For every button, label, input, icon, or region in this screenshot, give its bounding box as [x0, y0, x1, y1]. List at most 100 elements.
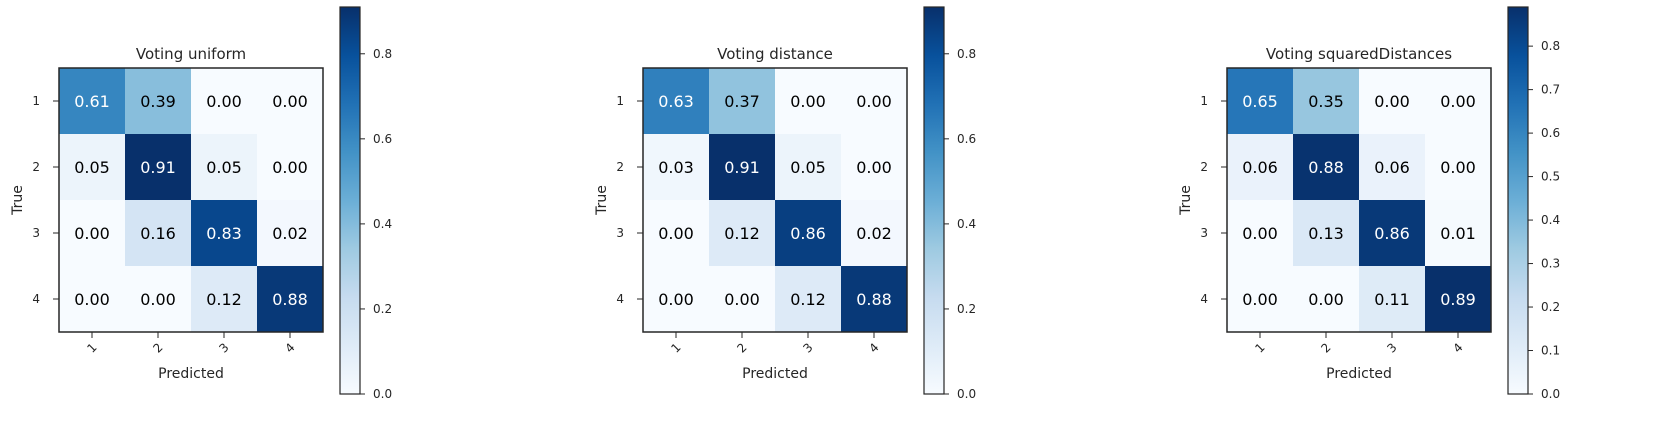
- heatmap-cell: [775, 68, 841, 134]
- cell-value-label: 0.00: [272, 92, 308, 111]
- heatmap-cell: [1227, 266, 1293, 332]
- cell-value-label: 0.02: [856, 224, 892, 243]
- heatmap-cell: [709, 68, 775, 134]
- colorbar: [1507, 6, 1529, 395]
- heatmap-cell: [1359, 266, 1425, 332]
- colorbar-tick-label: 0.1: [1541, 344, 1560, 358]
- y-axis-label: True: [1178, 185, 1194, 216]
- heatmap-cell: [775, 266, 841, 332]
- heatmap-cell: [1293, 266, 1359, 332]
- heatmap-cell: [1293, 68, 1359, 134]
- cell-value-label: 0.88: [272, 290, 308, 309]
- heatmap-cell: [59, 266, 125, 332]
- x-tick-label: 1: [84, 340, 99, 355]
- heatmap-cell: [1227, 68, 1293, 134]
- y-tick-label: 4: [616, 292, 624, 306]
- cell-value-label: 0.00: [74, 290, 110, 309]
- heatmap-cell: [1425, 200, 1491, 266]
- x-tick-label: 3: [216, 340, 231, 355]
- y-axis-label: True: [10, 185, 26, 216]
- heatmap-cell: [841, 68, 907, 134]
- cell-value-label: 0.86: [1374, 224, 1410, 243]
- cell-value-label: 0.61: [74, 92, 110, 111]
- cell-value-label: 0.05: [74, 158, 110, 177]
- heatmap-cell: [1359, 68, 1425, 134]
- colorbar-tick-label: 0.3: [1541, 257, 1560, 271]
- x-tick-label: 4: [282, 340, 297, 355]
- cell-value-label: 0.03: [658, 158, 694, 177]
- colorbar-tick-label: 0.6: [373, 132, 392, 146]
- heatmap-cell: [1425, 266, 1491, 332]
- plot-frame: [58, 67, 324, 333]
- y-tick-label: 4: [32, 292, 40, 306]
- x-tick-label: 1: [668, 340, 683, 355]
- x-tick-label: 2: [150, 340, 165, 355]
- cell-value-label: 0.05: [790, 158, 826, 177]
- y-tick-label: 2: [32, 160, 40, 174]
- colorbar-tick-label: 0.5: [1541, 170, 1560, 184]
- cell-value-label: 0.00: [1308, 290, 1344, 309]
- cell-value-label: 0.06: [1242, 158, 1278, 177]
- cell-value-label: 0.83: [206, 224, 242, 243]
- heatmap-cell: [1425, 134, 1491, 200]
- cell-value-label: 0.12: [206, 290, 242, 309]
- colorbar-tick-label: 0.4: [373, 217, 392, 231]
- colorbar-tick-label: 0.8: [1541, 39, 1560, 53]
- cell-value-label: 0.13: [1308, 224, 1344, 243]
- colorbar-tick-label: 0.4: [1541, 213, 1560, 227]
- cell-value-label: 0.88: [1308, 158, 1344, 177]
- heatmap-cell: [125, 68, 191, 134]
- heatmap-cell: [775, 134, 841, 200]
- colorbar-tick-label: 0.6: [1541, 126, 1560, 140]
- colorbar-tick-label: 0.2: [957, 302, 976, 316]
- colorbar-tick-label: 0.0: [1541, 387, 1560, 401]
- chart-title: Voting uniform: [136, 45, 246, 63]
- colorbar-tick-label: 0.8: [373, 47, 392, 61]
- x-axis-label: Predicted: [158, 366, 224, 382]
- colorbar-tick-label: 0.2: [1541, 300, 1560, 314]
- heatmap-cell: [1227, 134, 1293, 200]
- y-tick-label: 3: [1200, 226, 1208, 240]
- heatmap-cell: [1425, 68, 1491, 134]
- heatmap-cell: [191, 68, 257, 134]
- heatmap-cell: [1293, 200, 1359, 266]
- heatmap-cell: [643, 134, 709, 200]
- heatmap-cell: [643, 200, 709, 266]
- heatmap-cell: [191, 134, 257, 200]
- heatmap-cell: [643, 266, 709, 332]
- cell-value-label: 0.89: [1440, 290, 1476, 309]
- heatmap-cell: [1359, 200, 1425, 266]
- cell-value-label: 0.12: [790, 290, 826, 309]
- x-tick-label: 1: [1252, 340, 1267, 355]
- heatmap-cell: [1293, 134, 1359, 200]
- cell-value-label: 0.00: [1374, 92, 1410, 111]
- heatmap-cell: [709, 266, 775, 332]
- x-axis-label: Predicted: [742, 366, 808, 382]
- cell-value-label: 0.02: [272, 224, 308, 243]
- y-tick-label: 3: [32, 226, 40, 240]
- cell-value-label: 0.37: [724, 92, 760, 111]
- y-axis-label: True: [594, 185, 610, 216]
- cell-value-label: 0.00: [1242, 290, 1278, 309]
- colorbar-tick-label: 0.4: [957, 217, 976, 231]
- y-tick-label: 1: [616, 94, 624, 108]
- cell-value-label: 0.91: [724, 158, 760, 177]
- heatmap-cell: [257, 266, 323, 332]
- chart-title: Voting squaredDistances: [1266, 45, 1452, 63]
- cell-value-label: 0.12: [724, 224, 760, 243]
- cell-value-label: 0.06: [1374, 158, 1410, 177]
- heatmap-cell: [125, 266, 191, 332]
- colorbar-tick-label: 0.0: [957, 387, 976, 401]
- cell-value-label: 0.00: [658, 224, 694, 243]
- colorbar-tick-label: 0.8: [957, 47, 976, 61]
- colorbar-tick-label: 0.0: [373, 387, 392, 401]
- heatmap-cell: [59, 200, 125, 266]
- heatmap-cell: [709, 200, 775, 266]
- heatmap-cell: [125, 134, 191, 200]
- cell-value-label: 0.00: [140, 290, 176, 309]
- heatmap-cell: [643, 68, 709, 134]
- colorbar: [339, 6, 361, 395]
- y-tick-label: 1: [32, 94, 40, 108]
- cell-value-label: 0.39: [140, 92, 176, 111]
